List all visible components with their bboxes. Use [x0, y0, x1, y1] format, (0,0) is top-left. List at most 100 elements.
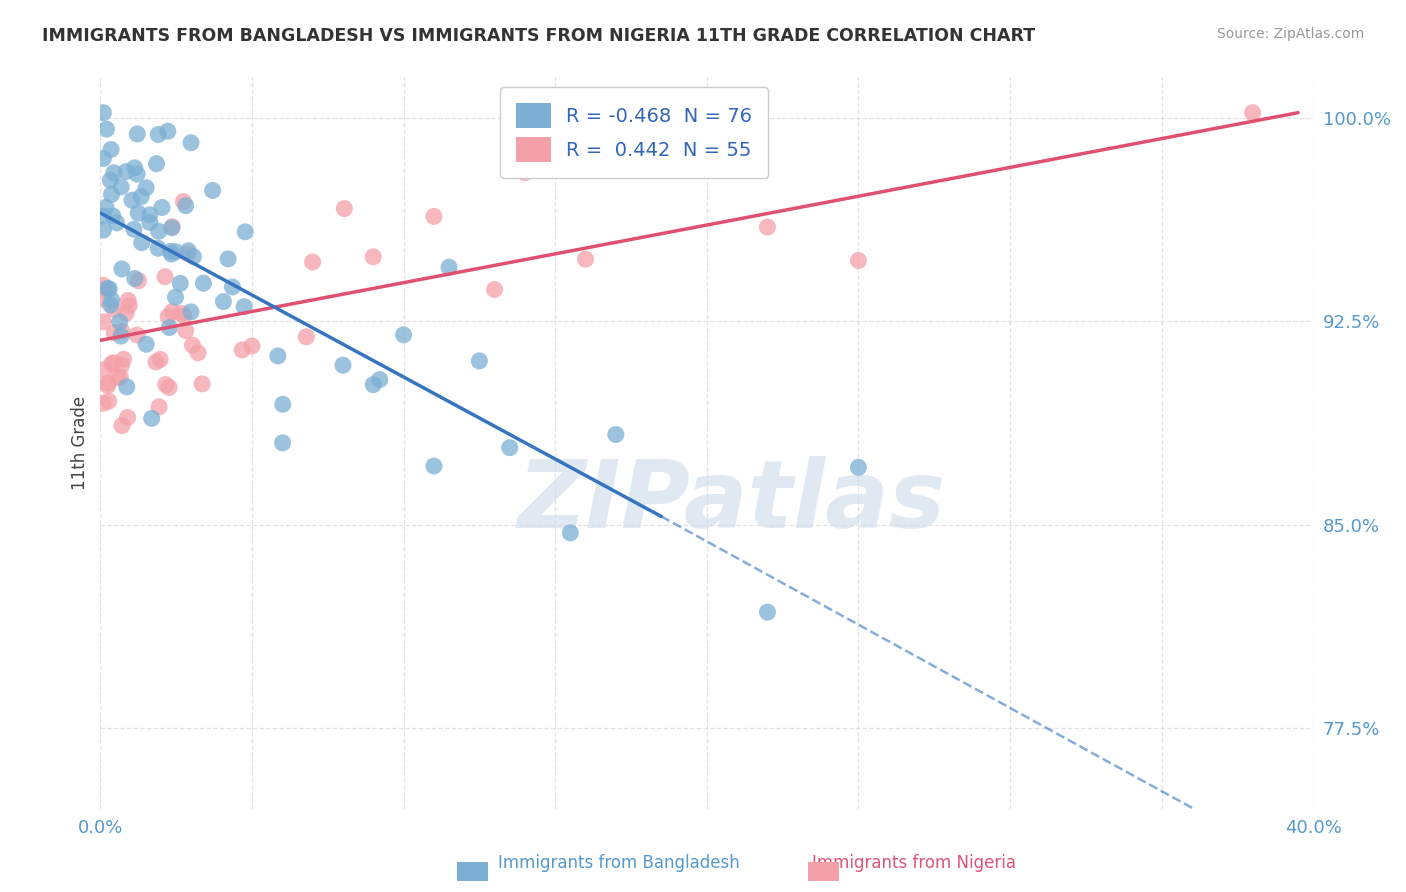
Point	[100, 293, 122, 307]
Point	[93, 315, 115, 329]
Point	[108, 315, 131, 329]
Point	[180, 305, 202, 319]
Point	[118, 299, 141, 313]
Point	[267, 349, 290, 363]
Point	[423, 210, 446, 224]
Point	[117, 410, 139, 425]
Point	[93, 152, 115, 166]
Point	[100, 173, 122, 187]
Point	[187, 345, 209, 359]
Point	[127, 328, 149, 343]
Text: ZIPatlas: ZIPatlas	[517, 456, 945, 548]
Point	[217, 252, 239, 266]
Text: Immigrants from Nigeria: Immigrants from Nigeria	[811, 855, 1017, 872]
Point	[162, 219, 184, 234]
Point	[131, 235, 153, 250]
Point	[499, 441, 522, 455]
Point	[513, 166, 536, 180]
Point	[128, 274, 150, 288]
Point	[157, 310, 180, 324]
Y-axis label: 11th Grade: 11th Grade	[72, 396, 89, 491]
Point	[115, 306, 138, 320]
Point	[100, 298, 122, 312]
Point	[756, 220, 779, 235]
Text: Source: ZipAtlas.com: Source: ZipAtlas.com	[1216, 27, 1364, 41]
Point	[301, 255, 323, 269]
Point	[98, 282, 121, 296]
Point	[97, 281, 120, 295]
Point	[110, 358, 132, 372]
Text: Immigrants from Bangladesh: Immigrants from Bangladesh	[498, 855, 740, 872]
Point	[124, 271, 146, 285]
Point	[848, 460, 870, 475]
Point	[93, 396, 115, 410]
Point	[156, 124, 179, 138]
Point	[271, 435, 294, 450]
Point	[172, 194, 194, 209]
Point	[148, 400, 170, 414]
Point	[162, 304, 184, 318]
Point	[165, 244, 187, 259]
Point	[183, 250, 205, 264]
Point	[141, 411, 163, 425]
Point	[231, 343, 253, 357]
Point	[174, 324, 197, 338]
Point	[124, 161, 146, 175]
Point	[174, 199, 197, 213]
Point	[94, 200, 117, 214]
Point	[96, 122, 118, 136]
Point	[146, 241, 169, 255]
Point	[103, 326, 125, 340]
Point	[127, 206, 149, 220]
Point	[100, 143, 122, 157]
Point	[361, 377, 384, 392]
Point	[392, 327, 415, 342]
Point	[191, 376, 214, 391]
Point	[332, 358, 354, 372]
Point	[100, 187, 122, 202]
Point	[170, 306, 193, 320]
Point	[97, 378, 120, 392]
Point	[93, 278, 115, 293]
Point	[115, 380, 138, 394]
Point	[756, 605, 779, 619]
Point	[201, 183, 224, 197]
Point	[165, 290, 187, 304]
Point	[160, 220, 183, 235]
Point	[437, 260, 460, 275]
Point	[212, 294, 235, 309]
Point	[110, 370, 132, 384]
Point	[605, 427, 627, 442]
Point	[148, 128, 170, 142]
Point	[93, 209, 115, 223]
Point	[103, 166, 125, 180]
Point	[101, 357, 124, 371]
Point	[160, 247, 183, 261]
Point	[149, 352, 172, 367]
Point	[145, 355, 167, 369]
Point	[240, 339, 263, 353]
Point	[193, 277, 215, 291]
Point	[271, 397, 294, 411]
Point	[121, 193, 143, 207]
Point	[101, 209, 124, 223]
Point	[574, 252, 596, 267]
Point	[848, 253, 870, 268]
Point	[112, 352, 135, 367]
Point	[423, 458, 446, 473]
Point	[150, 201, 173, 215]
Point	[105, 216, 128, 230]
Point	[111, 324, 134, 338]
Point	[560, 525, 582, 540]
Point	[1241, 105, 1264, 120]
Point	[93, 292, 115, 306]
Point	[93, 105, 115, 120]
Point	[135, 337, 157, 351]
Point	[115, 164, 138, 178]
Point	[110, 180, 132, 194]
Point	[468, 354, 491, 368]
Point	[103, 356, 125, 370]
Point	[153, 269, 176, 284]
Point	[361, 250, 384, 264]
Point	[221, 280, 243, 294]
